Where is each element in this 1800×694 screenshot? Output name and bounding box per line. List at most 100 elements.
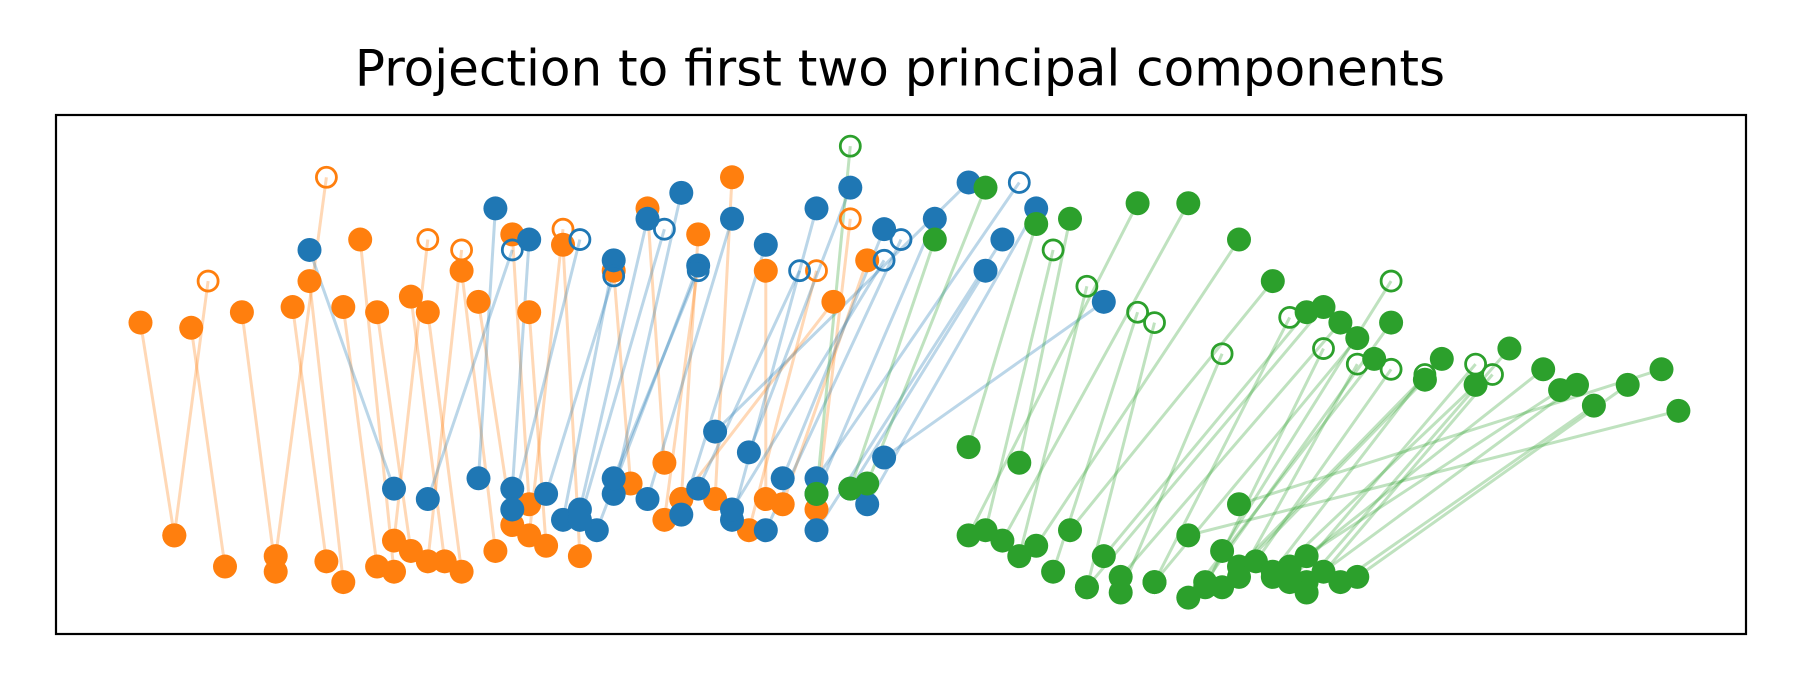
projected-point <box>534 481 559 506</box>
filled-point <box>1412 367 1437 392</box>
connector <box>883 300 1105 459</box>
hollow-point <box>1041 238 1065 262</box>
projected-point <box>1108 580 1133 605</box>
projected-point <box>1294 580 1319 605</box>
hollow-point <box>1345 352 1369 376</box>
filled-point <box>635 206 660 231</box>
connector <box>172 280 210 536</box>
projected-point <box>652 450 677 475</box>
filled-point <box>1058 206 1082 231</box>
projected-point <box>449 559 474 584</box>
projected-point <box>973 518 998 543</box>
connector <box>1119 321 1342 578</box>
connector-layer <box>139 145 1679 599</box>
filled-point <box>1260 269 1285 294</box>
projected-point <box>213 554 237 579</box>
connector <box>527 312 548 546</box>
projected-point <box>804 481 829 506</box>
projected-point <box>872 445 897 470</box>
filled-point <box>1497 336 1522 361</box>
connector <box>1237 357 1443 568</box>
projected-point <box>331 570 356 595</box>
projected-point <box>753 518 778 543</box>
hollow-point <box>1379 269 1403 293</box>
connector <box>1339 404 1595 584</box>
hollow-point <box>314 165 338 189</box>
connector <box>477 208 497 479</box>
projected-point <box>517 523 542 548</box>
projected-point <box>1210 538 1235 563</box>
filled-point <box>922 206 947 231</box>
hollow-point <box>838 207 862 231</box>
hollow-point <box>1126 300 1149 324</box>
connector <box>561 260 616 521</box>
projected-point <box>770 466 795 491</box>
filled-point <box>838 175 863 200</box>
projected-point <box>500 497 525 522</box>
projected-point <box>415 487 440 512</box>
projected-point <box>855 471 880 496</box>
hollow-point <box>788 259 811 283</box>
filled-point <box>365 300 390 325</box>
filled-point <box>1345 326 1370 351</box>
connector <box>679 244 768 516</box>
projected-point <box>635 487 660 512</box>
hollow-point <box>1312 337 1335 360</box>
projected-point <box>736 440 761 465</box>
hollow-point <box>805 259 828 283</box>
projected-point <box>720 497 744 522</box>
connector <box>848 239 937 490</box>
filled-point <box>1615 372 1640 397</box>
connector <box>865 187 987 485</box>
connector <box>696 270 801 490</box>
connector <box>1203 321 1393 583</box>
filled-point <box>466 289 491 314</box>
filled-point <box>1227 227 1251 252</box>
filled-point <box>517 227 542 252</box>
connector <box>460 270 497 552</box>
connector <box>612 270 700 479</box>
filled-point <box>1091 289 1116 314</box>
filled-point <box>398 284 423 309</box>
projected-point <box>686 476 711 501</box>
filled-point <box>1311 295 1336 320</box>
connector <box>510 239 531 489</box>
filled-point <box>821 289 846 314</box>
projected-point <box>483 538 508 563</box>
connector <box>1238 367 1662 506</box>
connector <box>815 218 937 495</box>
hollow-point <box>551 217 575 241</box>
projected-point <box>1074 575 1099 600</box>
connector <box>1017 285 1089 557</box>
projected-point <box>1091 544 1116 569</box>
plot-frame <box>54 113 1748 636</box>
connector <box>1017 218 1072 464</box>
filled-point <box>449 258 474 283</box>
filled-point <box>1429 346 1454 371</box>
connector <box>781 259 869 505</box>
original-layer <box>128 134 1691 423</box>
projected-point <box>1345 564 1370 589</box>
projected-point <box>1227 564 1251 589</box>
connector <box>358 239 396 572</box>
hollow-point <box>1075 274 1099 298</box>
connector <box>308 249 396 490</box>
projected-point <box>855 492 880 517</box>
connector <box>578 218 649 510</box>
connector <box>1119 353 1224 594</box>
projected-point <box>382 528 406 553</box>
projected-point <box>162 523 187 548</box>
filled-point <box>348 227 373 252</box>
filled-point <box>990 227 1015 252</box>
filled-point <box>1548 378 1573 403</box>
hollow-point <box>416 228 440 251</box>
hollow-point <box>872 248 896 272</box>
connector <box>967 202 1139 537</box>
hollow-point <box>1464 352 1487 376</box>
connector <box>375 312 413 552</box>
filled-point <box>1328 310 1353 335</box>
hollow-point <box>1007 171 1031 194</box>
filled-point <box>483 196 508 221</box>
projected-layer <box>162 419 1370 610</box>
projected-point <box>500 476 525 501</box>
